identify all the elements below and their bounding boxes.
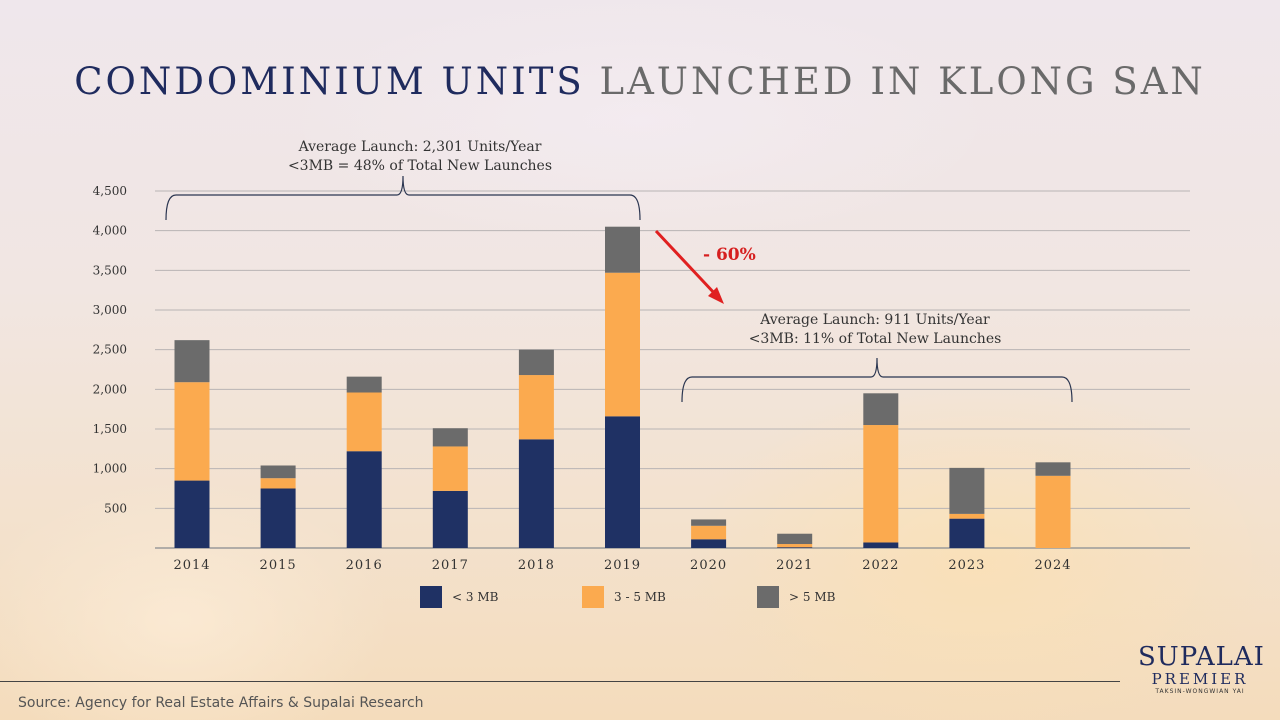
bar-segment — [777, 533, 813, 545]
bar-segment — [346, 451, 382, 548]
y-tick-label: 4,500 — [93, 184, 127, 198]
bar-segment — [691, 539, 727, 548]
bar-segment — [518, 349, 554, 376]
bar-segment — [605, 272, 640, 417]
bar-segment — [863, 393, 899, 426]
bar-segment — [260, 488, 296, 548]
y-tick-label: 4,000 — [93, 224, 127, 238]
bar-segment — [346, 392, 382, 452]
bar-segment — [346, 376, 382, 393]
x-tick-label: 2021 — [776, 558, 813, 573]
bar-segment — [432, 428, 468, 447]
bar-segment — [174, 382, 210, 481]
bar-segment — [605, 226, 640, 273]
page-title: CONDOMINIUM UNITS LAUNCHED IN KLONG SAN — [0, 60, 1280, 103]
legend-item-lt3: < 3 MB — [420, 586, 498, 608]
bar-segment — [260, 478, 296, 489]
title-part-2: LAUNCHED IN KLONG SAN — [599, 60, 1206, 103]
x-tick-label: 2016 — [346, 558, 383, 573]
legend-label-lt3: < 3 MB — [452, 590, 499, 604]
legend-label-gt5: > 5 MB — [789, 590, 836, 604]
x-tick-label: 2014 — [173, 558, 210, 573]
annotation-right-line-1: Average Launch: 911 Units/Year — [760, 312, 990, 328]
bar-segment — [777, 544, 813, 548]
x-tick-label: 2019 — [604, 558, 641, 573]
x-tick-label: 2018 — [518, 558, 555, 573]
y-tick-label: 500 — [104, 501, 127, 515]
bar-segment — [691, 519, 727, 526]
decline-arrow-head — [708, 287, 724, 304]
bar-segment — [1035, 462, 1071, 476]
x-tick-label: 2015 — [260, 558, 297, 573]
bar-segment — [691, 525, 727, 540]
legend-item-gt5: > 5 MB — [757, 586, 835, 608]
y-tick-label: 2,500 — [93, 343, 127, 357]
bar-segment — [432, 446, 468, 491]
decline-label: - 60% — [703, 245, 756, 265]
legend-swatch-lt3 — [420, 586, 442, 608]
bar-segment — [518, 439, 554, 548]
x-tick-label: 2017 — [432, 558, 469, 573]
legend-swatch-mid — [582, 586, 604, 608]
bar-segment — [949, 467, 985, 514]
brace-2014-2019 — [165, 175, 641, 221]
logo-tagline: TAKSIN-WONGWIAN YAI — [1155, 688, 1245, 695]
x-tick-label: 2024 — [1034, 558, 1071, 573]
legend-label-mid: 3 - 5 MB — [614, 590, 666, 604]
bar-segment — [863, 542, 899, 548]
bar-segment — [863, 425, 899, 543]
source-note: Source: Agency for Real Estate Affairs &… — [18, 695, 424, 711]
x-tick-label: 2020 — [690, 558, 727, 573]
bar-segment — [432, 490, 468, 548]
y-tick-label: 3,500 — [93, 263, 127, 277]
y-tick-label: 1,500 — [93, 422, 127, 436]
x-tick-label: 2023 — [948, 558, 985, 573]
bar-segment — [777, 547, 813, 548]
logo-name: SUPALAI — [1138, 642, 1265, 672]
y-tick-label: 3,000 — [93, 303, 127, 317]
y-tick-label: 2,000 — [93, 382, 127, 396]
annotation-left: Average Launch: 2,301 Units/Year <3MB = … — [260, 138, 580, 176]
annotation-right-line-2: <3MB: 11% of Total New Launches — [748, 331, 1002, 347]
annotation-left-line-1: Average Launch: 2,301 Units/Year — [298, 139, 542, 155]
brand-logo: SUPALAI PREMIER TAKSIN-WONGWIAN YAI — [1138, 642, 1265, 697]
bar-segment — [949, 518, 985, 548]
bar-segment — [518, 375, 554, 440]
annotation-left-line-2: <3MB = 48% of Total New Launches — [287, 158, 553, 174]
annotation-right: Average Launch: 911 Units/Year <3MB: 11%… — [715, 311, 1035, 349]
footer-divider — [0, 681, 1120, 682]
bar-segment — [260, 465, 296, 479]
x-tick-label: 2022 — [862, 558, 899, 573]
legend-swatch-gt5 — [757, 586, 779, 608]
decline-arrow-line — [654, 229, 718, 297]
bar-segment — [605, 416, 640, 548]
bar-segment — [174, 340, 210, 383]
title-part-1: CONDOMINIUM UNITS — [74, 60, 585, 103]
brace-2020-2024 — [681, 357, 1073, 403]
bar-segment — [174, 480, 210, 548]
y-tick-label: 1,000 — [93, 462, 127, 476]
logo-sub: PREMIER — [1151, 670, 1249, 688]
legend-item-mid: 3 - 5 MB — [582, 586, 666, 608]
bar-segment — [949, 513, 985, 519]
bar-segment — [1035, 475, 1071, 548]
